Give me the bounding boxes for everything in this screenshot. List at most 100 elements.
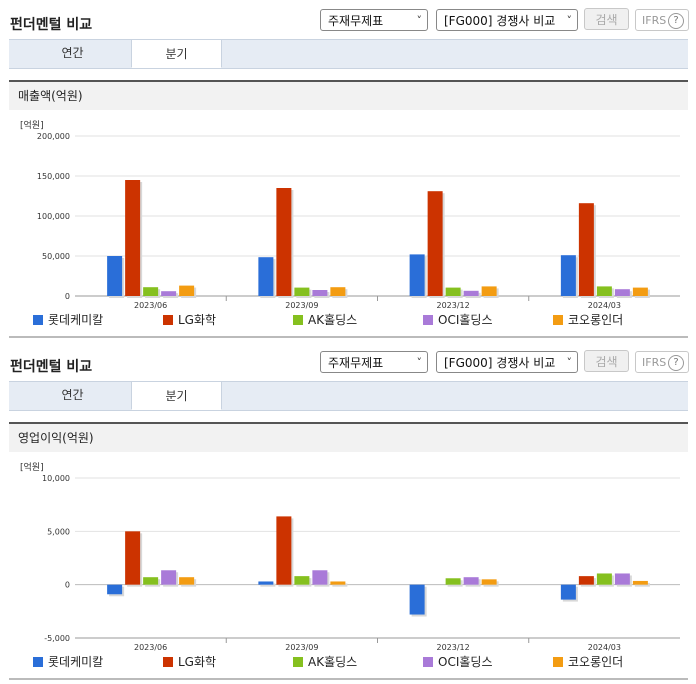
legend-label: AK홀딩스 xyxy=(308,313,358,327)
bar xyxy=(258,581,274,585)
bar-shadow xyxy=(260,583,276,587)
operating-income-chart: -5,000 0 5,000 10,000 2023/06 2023/09 2023/12 2… xyxy=(42,474,680,652)
chevron-down-icon: ˅ xyxy=(566,14,573,27)
bar xyxy=(107,256,123,296)
tab-quarterly[interactable]: 분기 xyxy=(131,381,222,410)
statement-select[interactable]: 주재무제표 ˅ xyxy=(320,351,428,373)
bar xyxy=(179,285,195,296)
legend-swatch xyxy=(553,657,563,667)
legend-swatch xyxy=(423,657,433,667)
tab-annual[interactable]: 연간 xyxy=(61,46,84,60)
bar xyxy=(143,287,159,296)
help-icon: ? xyxy=(668,355,684,371)
ifrs-button[interactable]: IFRS ? xyxy=(635,351,689,373)
x-tick-label: 2023/06 xyxy=(134,301,167,310)
x-tick-label: 2024/03 xyxy=(588,643,621,652)
unit-label: [억원] xyxy=(20,463,44,473)
legend-item[interactable]: OCI홀딩스 xyxy=(423,312,492,328)
x-tick-label: 2023/06 xyxy=(134,643,167,652)
legend-item[interactable]: LG화학 xyxy=(163,654,216,670)
bar xyxy=(481,579,497,585)
bar xyxy=(632,580,648,585)
statement-select-value: 주재무제표 xyxy=(328,14,384,28)
y-tick-label: 0 xyxy=(65,581,70,590)
bar xyxy=(445,578,461,585)
fundamental-panel-revenue: 펀더멘털 비교 주재무제표 ˅ [FG000] 경쟁사 비교 ˅ 검색 IFRS… xyxy=(0,8,696,338)
comparison-select[interactable]: [FG000] 경쟁사 비교 ˅ xyxy=(436,351,578,373)
x-tick-label: 2023/12 xyxy=(437,301,470,310)
legend-item[interactable]: 롯데케미칼 xyxy=(33,312,103,328)
chart-legend: 롯데케미칼 LG화학 AK홀딩스 OCI홀딩스 코오롱인더 xyxy=(0,312,696,328)
x-tick-label: 2023/12 xyxy=(437,643,470,652)
bar xyxy=(179,577,195,585)
x-tick-label: 2024/03 xyxy=(588,301,621,310)
bar xyxy=(294,576,310,585)
legend-label: 롯데케미칼 xyxy=(48,313,104,327)
bar xyxy=(125,180,141,296)
bar xyxy=(578,203,594,296)
statement-select-value: 주재무제표 xyxy=(328,356,384,370)
bar xyxy=(632,287,648,296)
fundamental-panel-operating-income: 펀더멘털 비교 주재무제표 ˅ [FG000] 경쟁사 비교 ˅ 검색 IFRS… xyxy=(0,342,696,684)
bar xyxy=(409,254,425,296)
legend-swatch xyxy=(33,657,43,667)
bar xyxy=(463,577,479,585)
legend-swatch xyxy=(553,315,563,325)
legend-swatch xyxy=(293,657,303,667)
chart-legend: 롯데케미칼 LG화학 AK홀딩스 OCI홀딩스 코오롱인더 xyxy=(0,654,696,670)
panel-title: 펀더멘털 비교 xyxy=(10,17,93,33)
bar xyxy=(578,576,594,585)
comparison-select[interactable]: [FG000] 경쟁사 비교 ˅ xyxy=(436,9,578,31)
legend-swatch xyxy=(293,315,303,325)
bar xyxy=(596,286,612,296)
legend-label: LG화학 xyxy=(178,313,217,327)
legend-swatch xyxy=(423,315,433,325)
legend-item[interactable]: 코오롱인더 xyxy=(553,312,623,328)
legend-item[interactable]: AK홀딩스 xyxy=(293,312,357,328)
legend-swatch xyxy=(163,657,173,667)
y-tick-label: 5,000 xyxy=(47,527,70,536)
bar xyxy=(614,289,630,296)
bar xyxy=(445,287,461,296)
legend-item[interactable]: 롯데케미칼 xyxy=(33,654,103,670)
chevron-down-icon: ˅ xyxy=(416,356,423,369)
bar-shadow xyxy=(332,583,348,587)
legend-label: OCI홀딩스 xyxy=(438,655,493,669)
bar-shadow xyxy=(634,582,650,587)
bar xyxy=(481,286,497,296)
section-title: 영업이익(억원) xyxy=(9,422,688,452)
y-tick-label: -5,000 xyxy=(44,634,70,643)
comparison-select-value: [FG000] 경쟁사 비교 xyxy=(444,356,556,370)
y-tick-label: 10,000 xyxy=(42,474,70,483)
bar xyxy=(161,570,177,585)
tab-annual[interactable]: 연간 xyxy=(61,388,84,402)
statement-select[interactable]: 주재무제표 ˅ xyxy=(320,9,428,31)
comparison-select-value: [FG000] 경쟁사 비교 xyxy=(444,14,556,28)
legend-item[interactable]: OCI홀딩스 xyxy=(423,654,492,670)
bar xyxy=(463,290,479,296)
legend-item[interactable]: AK홀딩스 xyxy=(293,654,357,670)
divider xyxy=(9,336,688,338)
ifrs-label: IFRS xyxy=(642,14,667,27)
legend-label: 코오롱인더 xyxy=(568,313,624,327)
x-tick-label: 2023/09 xyxy=(285,301,318,310)
legend-item[interactable]: LG화학 xyxy=(163,312,216,328)
y-tick-label: 100,000 xyxy=(37,212,70,221)
help-icon: ? xyxy=(668,13,684,29)
legend-label: LG화학 xyxy=(178,655,217,669)
ifrs-label: IFRS xyxy=(642,356,667,369)
bar xyxy=(143,577,159,585)
period-tabs: 연간 분기 xyxy=(9,39,688,69)
search-button[interactable]: 검색 xyxy=(584,350,629,372)
bar xyxy=(614,573,630,585)
y-tick-label: 150,000 xyxy=(37,172,70,181)
tab-quarterly[interactable]: 분기 xyxy=(131,39,222,68)
bar xyxy=(276,516,292,585)
bar xyxy=(258,257,274,296)
unit-label: [억원] xyxy=(20,121,44,131)
legend-label: OCI홀딩스 xyxy=(438,313,493,327)
legend-item[interactable]: 코오롱인더 xyxy=(553,654,623,670)
search-button[interactable]: 검색 xyxy=(584,8,629,30)
bar xyxy=(330,287,346,296)
ifrs-button[interactable]: IFRS ? xyxy=(635,9,689,31)
